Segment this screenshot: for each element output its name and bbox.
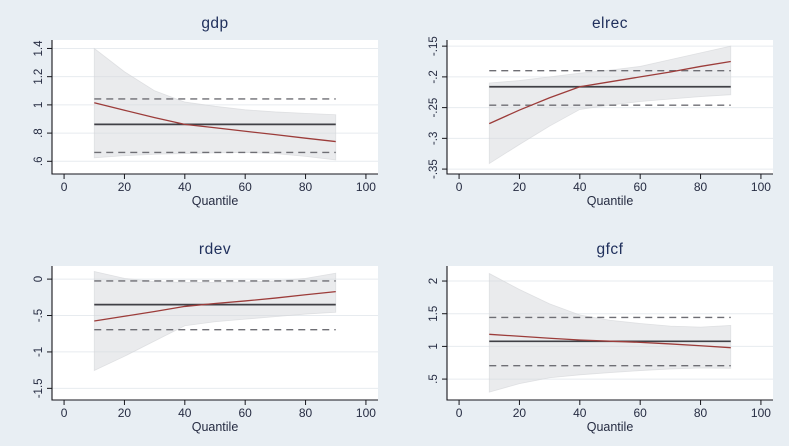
panel-gdp: gdp .6 .8 1 1.2 1.4 0 20 40 60 80 100 Quantile	[6, 14, 388, 216]
x-tick-label: 0	[61, 406, 68, 420]
x-tick-label: 40	[178, 180, 192, 194]
y-tick-label: .6	[33, 157, 45, 167]
quantile-plot-rdev: -1.5 -1 -.5 0 0 20 40 60 80 100 Quantile	[33, 266, 378, 434]
x-tick-label: 60	[634, 180, 648, 194]
y-tick-label: 0	[33, 276, 45, 282]
y-tick-label: 1.5	[428, 306, 440, 322]
y-tick-label: 2	[428, 278, 440, 284]
x-tick-label: 100	[751, 406, 771, 420]
chart-title-gfcf: gfcf	[596, 241, 624, 258]
x-tick-label: 0	[456, 180, 463, 194]
x-tick-label: 80	[299, 180, 313, 194]
x-tick-label: 40	[178, 406, 192, 420]
x-tick-label: 100	[356, 406, 376, 420]
quantile-plot-gdp: .6 .8 1 1.2 1.4 0 20 40 60 80 100 Quantile	[33, 40, 378, 208]
ci-band	[488, 272, 732, 393]
x-tick-label: 20	[118, 180, 132, 194]
x-tick-label: 0	[61, 180, 68, 194]
quantile-coefficient-line	[94, 102, 336, 143]
x-tick-label: 100	[751, 180, 771, 194]
x-tick-label: 20	[513, 406, 527, 420]
x-tick-label: 40	[573, 180, 587, 194]
y-tick-label: 1.4	[33, 40, 45, 57]
y-tick-label: -.5	[33, 309, 45, 322]
y-tick-label: 1	[428, 343, 440, 349]
x-axis-title: Quantile	[587, 194, 634, 208]
panel-rdev: rdev -1.5 -1 -.5 0 0 20 40 60 80 100 Quantile	[6, 240, 388, 442]
panel-gfcf: gfcf .5 1 1.5 2 0 20 40 60 80 100 Quantile	[401, 240, 783, 442]
x-tick-label: 80	[694, 406, 708, 420]
ci-band	[93, 270, 337, 372]
chart-title-rdev: rdev	[198, 241, 232, 258]
y-tick-label: .5	[428, 374, 440, 384]
x-tick-label: 20	[118, 406, 132, 420]
y-tick-label: -.25	[428, 98, 440, 118]
y-tick-label: -.35	[428, 159, 440, 179]
chart-title-gdp: gdp	[201, 15, 229, 32]
x-axis-title: Quantile	[192, 420, 239, 434]
panel-elrec: elrec -.35 -.3 -.25 -.2 -.15 0 20 40 60 80 100 Quan…	[401, 14, 783, 216]
y-tick-label: 1	[33, 102, 45, 108]
quantile-coefficient-line	[489, 333, 731, 349]
x-tick-label: 60	[634, 406, 648, 420]
x-tick-label: 20	[513, 180, 527, 194]
y-tick-label: -.2	[428, 70, 440, 83]
quantile-plot-elrec: -.35 -.3 -.25 -.2 -.15 0 20 40 60 80 100 Quantile	[428, 36, 773, 208]
x-tick-label: 0	[456, 406, 463, 420]
quantile-coefficient-line	[488, 60, 731, 125]
y-tick-label: .8	[33, 128, 45, 138]
x-tick-label: 40	[573, 406, 587, 420]
y-tick-label: -.3	[428, 132, 440, 145]
y-tick-label: -1	[33, 347, 45, 357]
x-tick-label: 60	[239, 406, 253, 420]
y-tick-label: -.15	[428, 36, 440, 56]
x-tick-label: 80	[299, 406, 313, 420]
quantile-coefficient-line	[94, 290, 336, 322]
x-tick-label: 80	[694, 180, 708, 194]
chart-title-elrec: elrec	[591, 15, 629, 32]
y-tick-label: -1.5	[33, 378, 45, 398]
x-tick-label: 100	[356, 180, 376, 194]
y-tick-label: 1.2	[33, 69, 45, 85]
x-tick-label: 60	[239, 180, 253, 194]
ci-band	[93, 47, 337, 161]
x-axis-title: Quantile	[192, 194, 239, 208]
x-axis-title: Quantile	[587, 420, 634, 434]
